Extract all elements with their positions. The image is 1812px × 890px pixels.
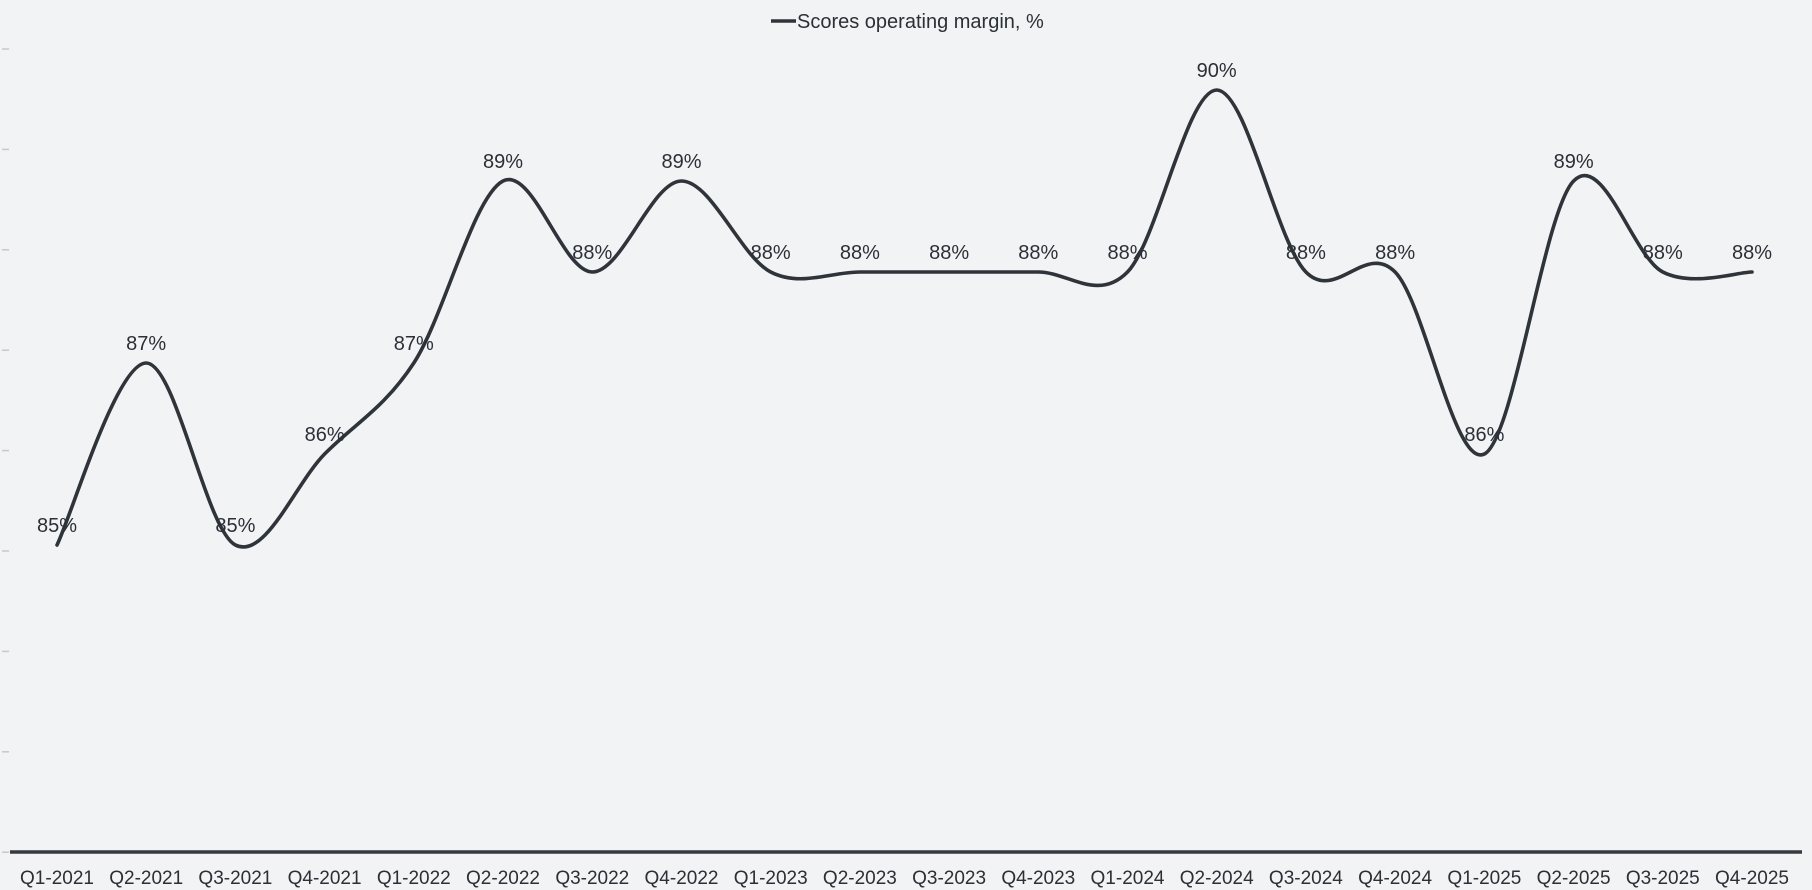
data-label: 88% <box>1018 242 1058 264</box>
data-label: 88% <box>1732 242 1772 264</box>
series-line <box>55 88 1754 549</box>
legend-label: Scores operating margin, % <box>797 11 1044 33</box>
x-axis-label: Q3-2024 <box>1269 868 1343 889</box>
data-label: 90% <box>1197 60 1237 82</box>
x-axis-label: Q3-2022 <box>555 868 629 889</box>
x-axis-label: Q3-2021 <box>198 868 272 889</box>
data-label: 88% <box>840 242 880 264</box>
data-label: 89% <box>1554 151 1594 173</box>
data-label: 88% <box>1375 242 1415 264</box>
data-label: 88% <box>751 242 791 264</box>
x-axis-label: Q4-2023 <box>1001 868 1075 889</box>
x-axis-label: Q1-2023 <box>734 868 808 889</box>
x-axis-label: Q2-2023 <box>823 868 897 889</box>
data-label: 86% <box>1464 424 1504 446</box>
data-label: 89% <box>483 151 523 173</box>
x-axis-label: Q2-2025 <box>1537 868 1611 889</box>
data-label: 89% <box>661 151 701 173</box>
data-label: 85% <box>215 515 255 537</box>
data-label: 87% <box>126 333 166 355</box>
x-axis-label: Q1-2021 <box>20 868 94 889</box>
x-axis-label: Q4-2025 <box>1715 868 1789 889</box>
x-axis-label: Q2-2021 <box>109 868 183 889</box>
x-axis-label: Q1-2025 <box>1447 868 1521 889</box>
x-axis-label: Q1-2024 <box>1091 868 1165 889</box>
legend: Scores operating margin, % <box>771 11 1044 33</box>
data-label: 85% <box>37 515 77 537</box>
data-labels: 85% 87% 85% 86% 87% 89% 88% 89% 88% 88% 88% 88% 88% 9… <box>37 60 1772 537</box>
x-axis-label: Q3-2025 <box>1626 868 1700 889</box>
x-axis-label: Q4-2021 <box>288 868 362 889</box>
data-label: 86% <box>305 424 345 446</box>
x-axis-label: Q1-2022 <box>377 868 451 889</box>
x-axis-label: Q3-2023 <box>912 868 986 889</box>
x-axis-labels: Q1-2021 Q2-2021 Q3-2021 Q4-2021 Q1-2022 Q2-20… <box>20 868 1789 889</box>
x-axis-label: Q2-2024 <box>1180 868 1254 889</box>
data-label: 88% <box>1643 242 1683 264</box>
data-label: 87% <box>394 333 434 355</box>
x-axis-label: Q2-2022 <box>466 868 540 889</box>
data-label: 88% <box>929 242 969 264</box>
data-label: 88% <box>572 242 612 264</box>
data-label: 88% <box>1107 242 1147 264</box>
y-axis-ticks <box>2 48 9 854</box>
x-axis-label: Q4-2022 <box>645 868 719 889</box>
data-label: 88% <box>1286 242 1326 264</box>
x-axis-label: Q4-2024 <box>1358 868 1432 889</box>
